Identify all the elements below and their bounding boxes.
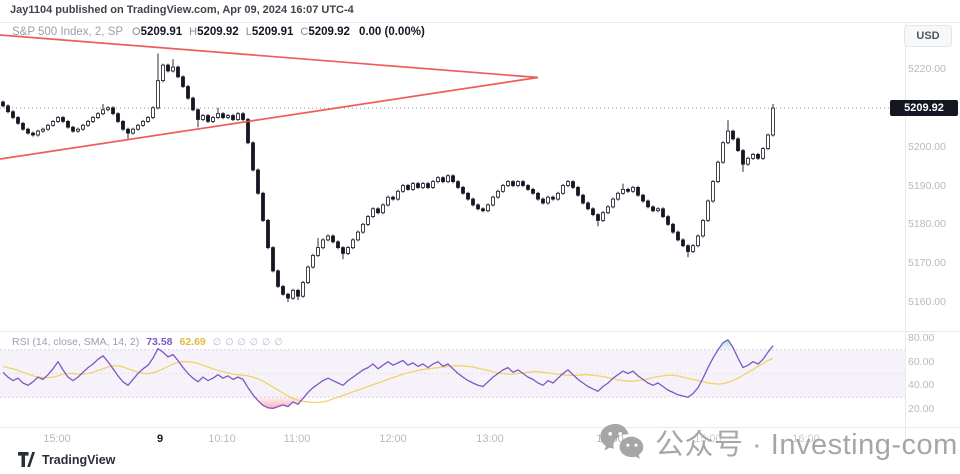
footer: TradingView <box>18 452 115 467</box>
time-tick-label: 15:00 <box>694 433 722 445</box>
price-tick-label: 5170.00 <box>908 257 946 269</box>
time-tick-label: 11:00 <box>283 433 311 445</box>
rsi-tick-label: 20.00 <box>908 403 935 415</box>
wechat-icon <box>600 423 644 459</box>
ohlc-item: C5209.92 <box>300 26 350 38</box>
change-value: 0.00 (0.00%) <box>358 26 425 38</box>
time-tick-label: 10:10 <box>208 433 236 445</box>
ohlc-item: O5209.91 <box>132 26 183 38</box>
rsi-hidden-value-icon[interactable]: ∅ <box>212 337 222 348</box>
tradingview-logo-icon[interactable] <box>18 452 35 467</box>
price-tick-label: 5220.00 <box>908 63 946 75</box>
attribution-text: Jay1104 published on TradingView.com, Ap… <box>10 4 354 16</box>
watermark-text: 公众号 · Investing-com <box>655 429 958 461</box>
ohlc-item: H5209.92 <box>189 26 239 38</box>
rsi-hidden-toggles: ∅ ∅ ∅ ∅ ∅ ∅ <box>213 337 287 348</box>
rsi-hidden-value-icon[interactable]: ∅ <box>237 337 246 348</box>
price-tick-label: 5200.00 <box>908 141 946 153</box>
currency-button[interactable]: USD <box>904 25 952 47</box>
rsi-tick-label: 60.00 <box>908 356 935 368</box>
time-tick-label: 12:00 <box>379 433 407 445</box>
rsi-indicator-title[interactable]: RSI (14, close, SMA, 14, 2) <box>12 336 140 348</box>
rsi-tick-label: 40.00 <box>908 379 935 391</box>
time-tick-label: 13:00 <box>476 433 504 445</box>
pane-divider[interactable] <box>0 331 960 332</box>
rsi-legend: RSI (14, close, SMA, 14, 2) 73.58 62.69 … <box>12 336 286 348</box>
time-tick-label: 16:00 <box>792 433 820 445</box>
current-price-label: 5209.92 <box>890 100 958 116</box>
tradingview-brand-text[interactable]: TradingView <box>42 452 116 467</box>
rsi-sma-value: 62.69 <box>179 336 206 348</box>
price-tick-label: 5180.00 <box>908 218 946 230</box>
watermark: 公众号 · Investing-com <box>598 422 958 462</box>
symbol-legend: S&P 500 Index, 2, SP O5209.91 H5209.92 L52… <box>12 26 425 38</box>
time-tick-label: 9 <box>156 433 164 445</box>
price-tick-label: 5160.00 <box>908 296 946 308</box>
price-tick-label: 5190.00 <box>908 180 946 192</box>
time-tick-label: 15:00 <box>43 433 71 445</box>
rsi-hidden-value-icon[interactable]: ∅ <box>225 337 234 348</box>
rsi-hidden-value-icon[interactable]: ∅ <box>261 337 271 348</box>
rsi-value: 73.58 <box>146 336 173 348</box>
rsi-hidden-value-icon[interactable]: ∅ <box>274 337 283 348</box>
rsi-tick-label: 80.00 <box>908 332 935 344</box>
time-axis-border <box>0 427 960 428</box>
price-scale-border <box>905 22 906 450</box>
chart-top-border <box>0 22 960 23</box>
symbol-name[interactable]: S&P 500 Index, 2, SP <box>12 26 124 38</box>
ohlc-item: L5209.91 <box>245 26 294 38</box>
ohlc-values: O5209.91 H5209.92 L5209.91 C5209.92 <box>132 26 350 38</box>
rsi-hidden-value-icon[interactable]: ∅ <box>249 337 258 348</box>
